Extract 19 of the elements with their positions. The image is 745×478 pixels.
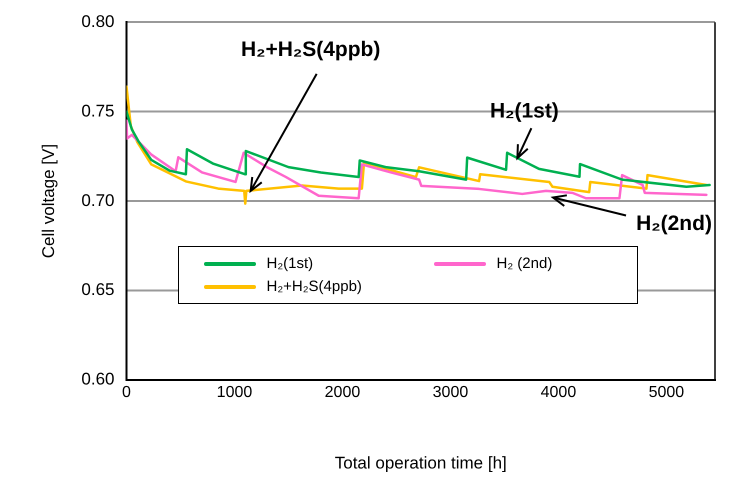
y-axis-title: Cell voltage [V] (38, 144, 58, 258)
y-tick-label: 0.65 (81, 280, 114, 300)
y-tick-label: 0.60 (81, 370, 114, 389)
annotation: H₂(2nd) (636, 212, 712, 235)
y-tick-label: 0.70 (81, 190, 114, 210)
x-tick-label: 1000 (216, 384, 252, 402)
annotation: H₂+H₂S(4ppb) (240, 38, 380, 62)
x-tick-label: 0 (122, 384, 132, 402)
y-tick-label: 0.75 (81, 101, 114, 120)
y-tick-label: 0.80 (81, 12, 114, 31)
legend-label: H₂(1st) (266, 255, 314, 272)
legend-label: H₂+H₂S(4ppb) (266, 278, 362, 296)
x-tick-label: 4000 (540, 384, 576, 402)
x-axis-title: Total operation time [h] (334, 453, 507, 472)
x-tick-label: 2000 (324, 384, 360, 402)
annotation: H₂(1st) (490, 99, 559, 122)
legend-label: H₂ (2nd) (496, 255, 552, 272)
x-tick-label: 5000 (648, 384, 684, 402)
x-tick-label: 3000 (432, 384, 468, 402)
